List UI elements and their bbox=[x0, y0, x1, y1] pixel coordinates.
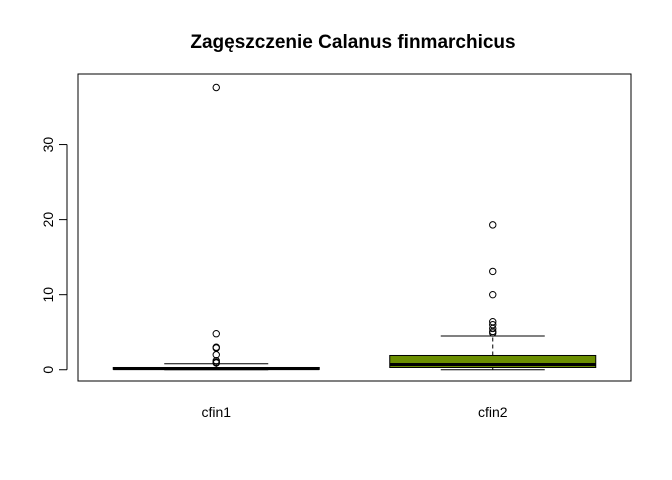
box-cfin1 bbox=[112, 83, 320, 371]
outlier-point bbox=[489, 324, 497, 333]
outlier-point bbox=[212, 83, 220, 92]
outlier-point bbox=[212, 359, 220, 367]
y-tick-label: 30 bbox=[40, 137, 56, 153]
x-tick-label: cfin2 bbox=[478, 404, 508, 420]
outlier-point bbox=[489, 221, 497, 229]
y-axis: 0 10 20 30 bbox=[40, 137, 68, 374]
y-tick-label: 20 bbox=[40, 212, 56, 228]
outlier-point bbox=[489, 267, 497, 276]
outlier-point bbox=[212, 351, 220, 359]
boxes bbox=[112, 83, 597, 371]
chart-title: Zagęszczenie Calanus finmarchicus bbox=[190, 32, 515, 53]
y-tick-label: 10 bbox=[40, 287, 56, 303]
box-cfin2 bbox=[389, 221, 597, 371]
x-tick-label: cfin1 bbox=[201, 404, 231, 420]
outlier-point bbox=[489, 290, 497, 299]
outlier-point bbox=[489, 329, 497, 337]
x-axis: cfin1 cfin2 bbox=[201, 404, 507, 420]
y-tick-label: 0 bbox=[40, 366, 56, 374]
outlier-point bbox=[212, 330, 220, 338]
plot-frame bbox=[77, 73, 632, 382]
